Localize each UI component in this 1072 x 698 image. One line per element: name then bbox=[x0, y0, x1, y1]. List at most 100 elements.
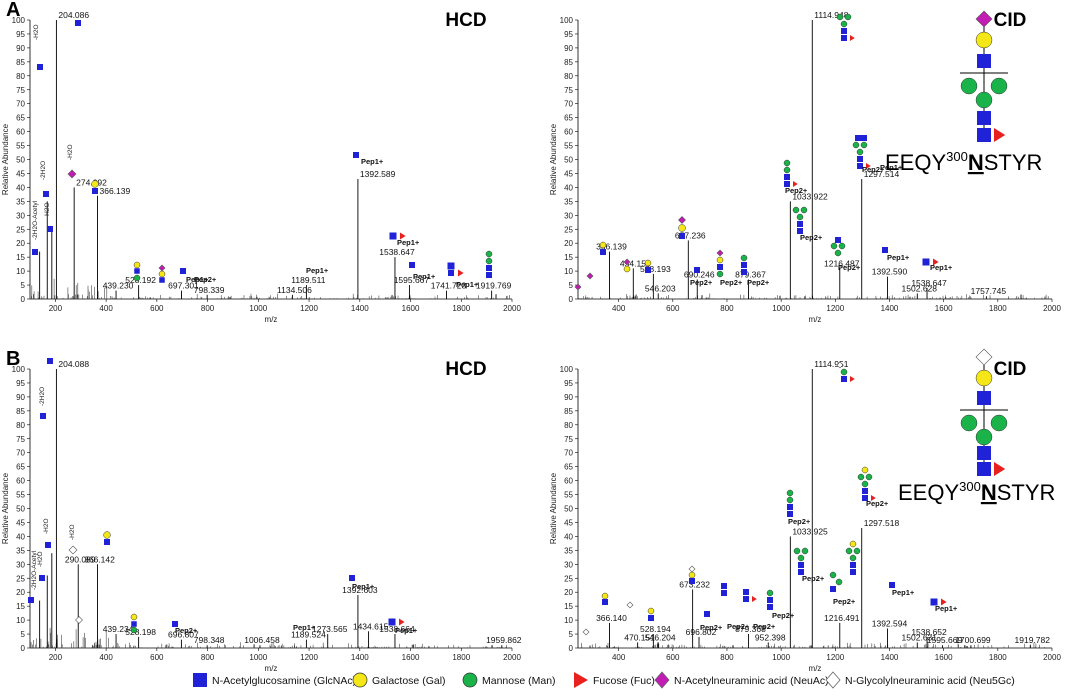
x-tick-label: 1200 bbox=[826, 653, 844, 662]
peak-label: 1538.664 bbox=[379, 624, 415, 634]
y-tick-label: 95 bbox=[16, 30, 25, 39]
glcnac-glyph bbox=[862, 488, 868, 494]
pep2-label: Pep2+ bbox=[862, 165, 885, 174]
neuac-glyph bbox=[975, 10, 993, 28]
y-tick-label: 80 bbox=[564, 72, 573, 81]
y-tick-label: 25 bbox=[16, 574, 25, 583]
peak-label: 1392.589 bbox=[360, 169, 396, 179]
mannose-glyph bbox=[716, 270, 724, 278]
glcnac-glyph bbox=[835, 237, 841, 243]
peak-label: 798.348 bbox=[194, 635, 225, 645]
legend-label: N-Glycolylneuraminic acid (Neu5Gc) bbox=[845, 675, 1015, 687]
y-tick-label: 15 bbox=[564, 253, 573, 262]
glcnac-glyph bbox=[388, 618, 396, 626]
y-tick-label: 95 bbox=[564, 30, 573, 39]
x-tick-label: 1400 bbox=[351, 653, 369, 662]
pep2-label: Pep2+ bbox=[690, 278, 713, 287]
sequence-prefix: EEQY bbox=[898, 480, 959, 505]
pep2-label: Pep2+ bbox=[833, 597, 856, 606]
x-tick-label: 1800 bbox=[452, 304, 470, 313]
neuac-glyph bbox=[574, 283, 582, 291]
y-tick-label: 70 bbox=[16, 449, 25, 458]
glcnac-glyph bbox=[28, 597, 34, 603]
glcnac-glyph bbox=[857, 163, 863, 169]
x-tick-label: 1600 bbox=[402, 304, 420, 313]
y-tick-label: 45 bbox=[564, 169, 573, 178]
mannose-glyph bbox=[485, 250, 493, 258]
mannose-glyph bbox=[836, 13, 844, 21]
glcnac-glyph bbox=[409, 262, 415, 268]
mannose-glyph bbox=[840, 368, 848, 376]
x-tick-label: 1600 bbox=[935, 304, 953, 313]
glcnac-glyph bbox=[767, 604, 773, 610]
glcnac-glyph bbox=[841, 28, 847, 34]
y-tick-label: 5 bbox=[569, 281, 574, 290]
legend-label: Mannose (Man) bbox=[482, 675, 556, 687]
legend-circle-icon bbox=[462, 672, 478, 688]
peak-label: 1189.511 bbox=[291, 275, 325, 285]
pep2-label: Pep2+ bbox=[727, 622, 750, 631]
y-tick-label: 25 bbox=[16, 225, 25, 234]
y-tick-label: 25 bbox=[564, 574, 573, 583]
glcnac-glyph bbox=[717, 264, 723, 270]
glcnac-glyph bbox=[47, 226, 53, 232]
mannose-glyph bbox=[130, 626, 138, 634]
peak-label: 366.139 bbox=[596, 242, 627, 252]
glcnac-glyph bbox=[882, 247, 888, 253]
x-tick-label: 400 bbox=[99, 653, 113, 662]
y-tick-label: 45 bbox=[16, 518, 25, 527]
x-tick-label: 1400 bbox=[881, 304, 899, 313]
pep1-label: Pep1+ bbox=[306, 266, 329, 275]
peak-label: 366.142 bbox=[84, 554, 115, 564]
glcnac-glyph bbox=[389, 232, 397, 240]
y-tick-label: 10 bbox=[564, 267, 573, 276]
glcnac-glyph bbox=[45, 542, 51, 548]
y-tick-label: 10 bbox=[16, 267, 25, 276]
sequence-position: 300 bbox=[959, 479, 981, 494]
peak-label: 1538.652 bbox=[911, 627, 947, 637]
mannose-glyph bbox=[766, 589, 774, 597]
mannose-glyph bbox=[960, 77, 978, 95]
mannose-glyph bbox=[844, 13, 852, 21]
peak-label: 696.802 bbox=[686, 627, 717, 637]
glcnac-glyph bbox=[743, 596, 749, 602]
mannose-glyph bbox=[783, 166, 791, 174]
pep2-label: Pep2+ bbox=[788, 517, 811, 526]
fragmentation-mode-label: HCD bbox=[445, 359, 486, 380]
mannose-glyph bbox=[845, 547, 853, 555]
legend-label: N-Acetylneuraminic acid (NeuAc) bbox=[674, 675, 829, 687]
y-tick-label: 10 bbox=[16, 616, 25, 625]
pep1-label: Pep1+ bbox=[186, 275, 209, 284]
y-tick-label: 60 bbox=[564, 128, 573, 137]
y-tick-label: 10 bbox=[564, 616, 573, 625]
peak-label: 290.089 bbox=[65, 554, 96, 564]
glcnac-glyph bbox=[862, 495, 868, 501]
neuac-glyph bbox=[67, 169, 77, 179]
legend-circle-icon bbox=[352, 672, 368, 688]
pep2-label: Pep2+ bbox=[800, 233, 823, 242]
fucose-glyph bbox=[941, 598, 947, 606]
y-tick-label: 85 bbox=[16, 58, 25, 67]
pep2-label: Pep2+ bbox=[802, 574, 825, 583]
peak-label: 1392.594 bbox=[872, 618, 908, 628]
glcnac-glyph bbox=[349, 575, 355, 581]
glcnac-glyph bbox=[850, 569, 856, 575]
x-axis-label: m/z bbox=[809, 664, 822, 673]
x-tick-label: 200 bbox=[49, 653, 63, 662]
pep1-label: Pep1+ bbox=[880, 163, 903, 172]
y-tick-label: 95 bbox=[16, 379, 25, 388]
peak-label: 1392.590 bbox=[872, 267, 908, 277]
y-tick-label: 5 bbox=[21, 281, 26, 290]
neugc-glyph bbox=[836, 361, 844, 369]
x-tick-label: 1200 bbox=[826, 304, 844, 313]
glcnac-glyph bbox=[784, 181, 790, 187]
peak-label: 690.246 bbox=[684, 269, 715, 279]
glcnac-glyph bbox=[648, 615, 654, 621]
neugc-glyph bbox=[975, 348, 993, 366]
peak-label: 1114.951 bbox=[814, 359, 848, 369]
glcnac-glyph bbox=[889, 582, 895, 588]
fragmentation-mode-label: CID bbox=[994, 359, 1027, 380]
x-tick-label: 1000 bbox=[772, 653, 790, 662]
fragment-loss-label: -H2O bbox=[37, 551, 44, 567]
peak-label: 879.368 bbox=[735, 624, 766, 634]
